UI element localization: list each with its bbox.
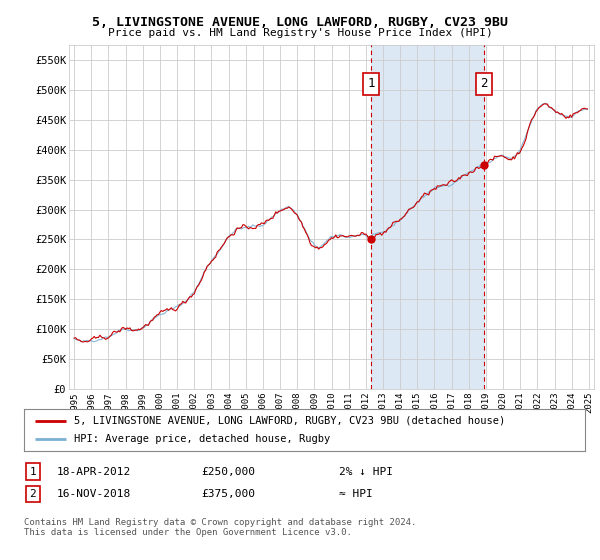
Text: 2: 2 — [29, 489, 37, 499]
Text: Price paid vs. HM Land Registry's House Price Index (HPI): Price paid vs. HM Land Registry's House … — [107, 28, 493, 38]
Text: Contains HM Land Registry data © Crown copyright and database right 2024.
This d: Contains HM Land Registry data © Crown c… — [24, 518, 416, 538]
Text: 5, LIVINGSTONE AVENUE, LONG LAWFORD, RUGBY, CV23 9BU (detached house): 5, LIVINGSTONE AVENUE, LONG LAWFORD, RUG… — [74, 416, 506, 426]
Text: £375,000: £375,000 — [201, 489, 255, 499]
Text: ≈ HPI: ≈ HPI — [339, 489, 373, 499]
Text: 1: 1 — [367, 77, 375, 90]
Text: 16-NOV-2018: 16-NOV-2018 — [57, 489, 131, 499]
Text: £250,000: £250,000 — [201, 466, 255, 477]
Text: 1: 1 — [29, 466, 37, 477]
Text: HPI: Average price, detached house, Rugby: HPI: Average price, detached house, Rugb… — [74, 434, 331, 444]
Text: 18-APR-2012: 18-APR-2012 — [57, 466, 131, 477]
Text: 2: 2 — [481, 77, 488, 90]
Bar — [371, 45, 484, 389]
Text: 5, LIVINGSTONE AVENUE, LONG LAWFORD, RUGBY, CV23 9BU: 5, LIVINGSTONE AVENUE, LONG LAWFORD, RUG… — [92, 16, 508, 29]
Text: 2% ↓ HPI: 2% ↓ HPI — [339, 466, 393, 477]
